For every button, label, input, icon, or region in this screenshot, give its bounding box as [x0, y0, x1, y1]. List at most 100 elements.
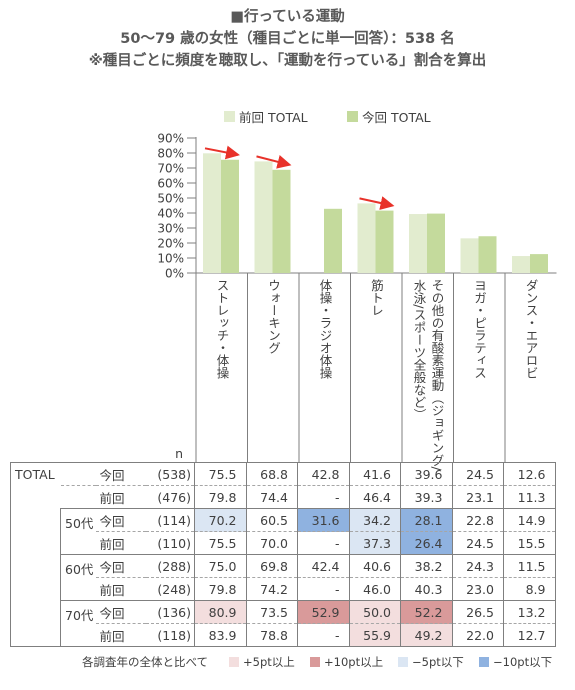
bar-curr-7: [530, 254, 548, 273]
bar-curr-2: [272, 169, 291, 273]
title-line1: ■行っている運動: [230, 9, 345, 25]
bar-chart: 90%80%70%60%50%40%30%20%10%0% ストレッチ・体操 ウォー…: [157, 132, 557, 470]
bar-curr-4: [375, 210, 394, 273]
y-tick-label: 0%: [165, 267, 184, 281]
row-kind-label: 前回: [95, 623, 146, 647]
table-cell-value: 40.6: [348, 554, 401, 578]
chart-legend: 前回 TOTAL 今回 TOTAL: [0, 107, 575, 125]
table-cell-value: 26.4: [400, 531, 452, 555]
table-cell-value: 39.6: [400, 462, 452, 486]
table-cell-value: 12.6: [503, 462, 556, 486]
bar-curr-3: [324, 208, 342, 273]
notes-minus10: −10pt以下: [493, 655, 553, 669]
table-cell-value: 34.2: [348, 508, 401, 532]
row-n-value: (136): [145, 600, 195, 624]
row-sub-label: 50代: [60, 508, 96, 555]
minus5-swatch: [398, 657, 408, 667]
row-sub-label: [60, 485, 96, 509]
table-cell-value: 83.9: [194, 623, 246, 647]
table-cell-value: 75.0: [194, 554, 246, 578]
row-kind-label: 前回: [95, 485, 146, 509]
table-cell-value: 38.2: [400, 554, 452, 578]
table-cell-value: 52.9: [297, 600, 349, 624]
row-group-label: TOTAL: [10, 462, 61, 647]
row-kind-label: 今回: [95, 508, 146, 532]
bar-prev-4: [357, 203, 376, 273]
table-row: 50代 今回 (114) 70.2 60.5 31.6 34.2 28.1 22.8 14.9: [11, 508, 556, 555]
notes-intro: 各調査年の全体と比べて: [82, 655, 209, 669]
table-cell-value: 28.1: [400, 508, 452, 532]
row-kind-label: 今回: [95, 600, 146, 624]
table-row: 前回 (118) 83.9 78.8-55.9 49.2 22.0 12.7: [11, 623, 556, 647]
table-cell-value: -: [297, 531, 349, 555]
y-tick-label: 90%: [157, 132, 184, 146]
legend-label-curr: 今回 TOTAL: [362, 110, 431, 125]
legend-swatch-curr: [347, 111, 358, 122]
table-cell-value: 41.6: [348, 462, 401, 486]
table-cell-value: 23.0: [451, 577, 504, 601]
y-tick-label: 50%: [157, 192, 184, 206]
table-cell-value: 13.2: [503, 600, 556, 624]
table-cell-value: 60.5: [245, 508, 298, 532]
category-label-1: ストレッチ・体操: [215, 279, 230, 379]
table-cell-value: -: [297, 485, 349, 509]
table-cell-value: 24.3: [451, 554, 504, 578]
table-cell-value: 31.6: [297, 508, 349, 532]
notes-plus5: +5pt以上: [243, 655, 295, 669]
notes-minus5: −5pt以下: [412, 655, 464, 669]
table-cell-value: 26.5: [451, 600, 504, 624]
table-cell-value: 79.8: [194, 485, 246, 509]
row-kind-label: 前回: [95, 531, 146, 555]
table-cell-value: 79.8: [194, 577, 246, 601]
change-arrow: [204, 145, 240, 160]
category-label-3: 体操・ラジオ体操: [318, 279, 333, 379]
row-n-value: (476): [145, 485, 195, 509]
table-cell-value: 80.9: [194, 600, 246, 624]
table-cell-value: 8.9: [503, 577, 556, 601]
y-tick-label: 30%: [157, 222, 184, 236]
change-arrow: [359, 196, 395, 210]
table-cell-value: 40.3: [400, 577, 452, 601]
minus10-swatch: [479, 657, 489, 667]
table-cell-value: 11.5: [503, 554, 556, 578]
category-label-4: 筋トレ: [369, 278, 384, 317]
bar-curr-6: [478, 236, 497, 273]
category-label-2: ウォーキング: [266, 279, 281, 354]
y-tick-label: 80%: [157, 147, 184, 161]
table-cell-value: 24.5: [451, 531, 504, 555]
category-label-5: その他の有酸素運動（ジョギング/水泳/スポーツ全般など）: [412, 279, 445, 470]
highlight-notes: 各調査年の全体と比べて +5pt以上 +10pt以上 −5pt以下 −10pt以…: [0, 654, 575, 670]
y-tick-label: 60%: [157, 177, 184, 191]
table-cell-value: 14.9: [503, 508, 556, 532]
legend-swatch-prev: [224, 111, 235, 122]
category-label-6: ヨガ・ピラティス: [472, 279, 487, 379]
table-cell-value: -: [297, 623, 349, 647]
bar-prev-2: [254, 161, 273, 273]
y-tick-label: 10%: [157, 252, 184, 266]
table-cell-value: 75.5: [194, 531, 246, 555]
table-cell-value: 55.9: [348, 623, 401, 647]
table-row: 70代 今回 (136) 80.9 73.5 52.9 50.0 52.2 26.5 13.2: [11, 600, 556, 647]
legend-item-curr: 今回 TOTAL: [347, 107, 431, 126]
table-cell-value: 49.2: [400, 623, 452, 647]
table-row: 前回 (248) 79.8 74.2-46.0 40.3 23.0 8.9: [11, 577, 556, 601]
table-row: 前回 (476) 79.8 74.4-46.4 39.3 23.1 11.3: [11, 485, 556, 509]
table-cell-value: 22.8: [451, 508, 504, 532]
n-header: n: [175, 446, 183, 461]
table-row: 60代 今回 (288) 75.0 69.8 42.4 40.6 38.2 24.3 11.5: [11, 554, 556, 601]
table-cell-value: 69.8: [245, 554, 298, 578]
table-cell-value: 70.0: [245, 531, 298, 555]
row-n-value: (288): [145, 554, 195, 578]
data-table: TOTAL 今回 (538) 75.5 68.8 42.8 41.6 39.6 24.5 12.6…: [10, 462, 556, 647]
category-label-7: ダンス・エアロビ: [524, 279, 539, 379]
table-row: 前回 (110) 75.5 70.0-37.3 26.4 24.5 15.5: [11, 531, 556, 555]
legend-label-prev: 前回 TOTAL: [239, 110, 308, 125]
table-cell-value: 74.4: [245, 485, 298, 509]
bar-curr-1: [221, 159, 239, 273]
table-cell-value: 46.0: [348, 577, 401, 601]
notes-plus10: +10pt以上: [324, 655, 384, 669]
table-cell-value: 42.8: [297, 462, 349, 486]
bar-curr-5: [427, 213, 445, 273]
table-cell-value: 12.7: [503, 623, 556, 647]
bar-prev-6: [460, 238, 479, 273]
